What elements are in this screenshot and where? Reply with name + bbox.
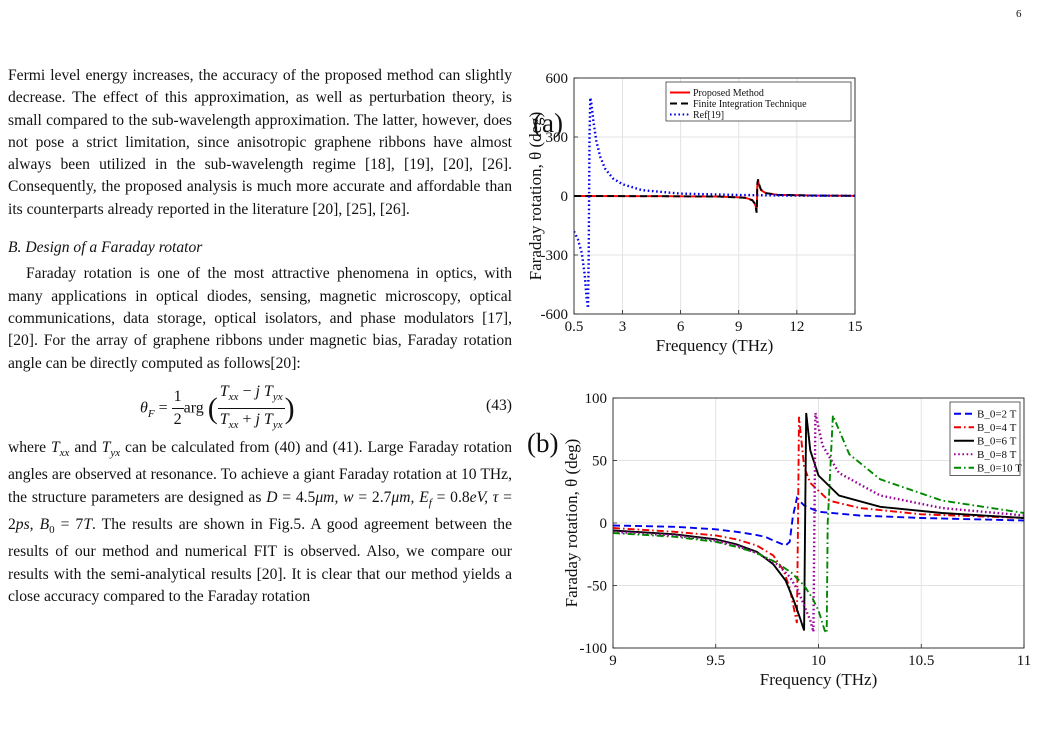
legend-entry: Finite Integration Technique <box>693 99 807 110</box>
legend: B_0=2 T B_0=4 TB_0=6 T B_0=8 TB_0=10 T <box>949 401 1022 476</box>
y-tick-label: 0 <box>600 516 608 532</box>
text-column: Fermi level energy increases, the accura… <box>8 65 512 608</box>
panel-label: (b) <box>527 428 558 458</box>
x-tick-label: 15 <box>848 319 863 335</box>
legend-entry: B_0=8 T <box>977 449 1017 461</box>
x-tick-label: 9 <box>735 319 743 335</box>
plot-frame <box>573 77 856 315</box>
equation-43: θF = 1 2 arg (Txx − j Tyx Txx + j Tyx) (43) <box>8 377 512 435</box>
figure-svg: 0.5 3 6 9 12 15 -600 -300 0 300 600 Frequency (THz)… <box>526 71 1031 689</box>
series-line-2 <box>613 412 1024 631</box>
plot-frame <box>612 397 1025 649</box>
y-axis-label: Faraday rotation, θ (deg) <box>562 439 581 608</box>
paragraph-2: Faraday rotation is one of the most attr… <box>8 265 512 372</box>
series-line-0 <box>613 496 1024 547</box>
legend-entry: B_0=4 T <box>977 422 1017 434</box>
x-tick-label: 0.5 <box>565 319 584 335</box>
page-number: 6 <box>1016 8 1022 20</box>
paragraph-3: where Txx and Tyx can be calculated from… <box>8 438 513 605</box>
figure-5: 0.5 3 6 9 12 15 -600 -300 0 300 600 Frequency (THz)… <box>525 60 1040 755</box>
paragraph-1: Fermi level energy increases, the accura… <box>8 67 512 218</box>
y-tick-label: 100 <box>585 391 608 407</box>
series-line-1 <box>574 179 855 213</box>
legend-entry: Ref[19] <box>693 110 724 121</box>
legend-entry: B_0=2 T <box>977 408 1017 420</box>
y-tick-label: -50 <box>587 579 607 595</box>
x-axis-label: Frequency (THz) <box>760 670 878 689</box>
x-tick-label: 9 <box>609 653 617 669</box>
equation-body: θF = 1 2 arg (Txx − j Tyx Txx + j Tyx) <box>140 382 295 432</box>
x-tick-label: 6 <box>677 319 685 335</box>
x-axis-label: Frequency (THz) <box>656 336 774 355</box>
series-line-1 <box>613 416 1024 624</box>
legend-box <box>949 401 1021 476</box>
legend-box <box>665 81 852 122</box>
series-line-4 <box>613 415 1024 636</box>
x-tick-label: 10.5 <box>908 653 934 669</box>
y-tick-label: -600 <box>541 307 569 323</box>
panel-label: (a) <box>533 108 563 138</box>
y-tick-label: -300 <box>541 248 569 264</box>
series-line-3 <box>613 412 1024 633</box>
chart-panel-a: 0.5 3 6 9 12 15 -600 -300 0 300 600 Frequency (THz)… <box>526 71 863 355</box>
y-axis-label: Faraday rotation, θ (deg) <box>526 112 545 281</box>
x-tick-label: 9.5 <box>706 653 725 669</box>
y-tick-label: 600 <box>546 71 569 87</box>
y-tick-label: -100 <box>580 641 608 657</box>
design-parameters: D <box>266 488 278 506</box>
x-tick-label: 12 <box>789 319 804 335</box>
y-tick-label: 300 <box>546 130 569 146</box>
equation-number: (43) <box>486 396 512 414</box>
x-tick-label: 10 <box>811 653 826 669</box>
chart-panel-b: 9 9.5 10 10.5 11 -100 -50 0 50 100 Frequency (THz)… <box>527 391 1031 689</box>
legend-entry: Proposed Method <box>693 88 764 99</box>
section-heading: B. Design of a Faraday rotator <box>8 239 203 257</box>
y-tick-label: 0 <box>561 189 569 205</box>
y-tick-label: 50 <box>592 454 607 470</box>
legend-entry: B_0=6 T <box>977 435 1017 447</box>
x-tick-label: 11 <box>1017 653 1031 669</box>
legend-entry: B_0=10 T <box>977 462 1022 474</box>
x-tick-label: 3 <box>619 319 627 335</box>
